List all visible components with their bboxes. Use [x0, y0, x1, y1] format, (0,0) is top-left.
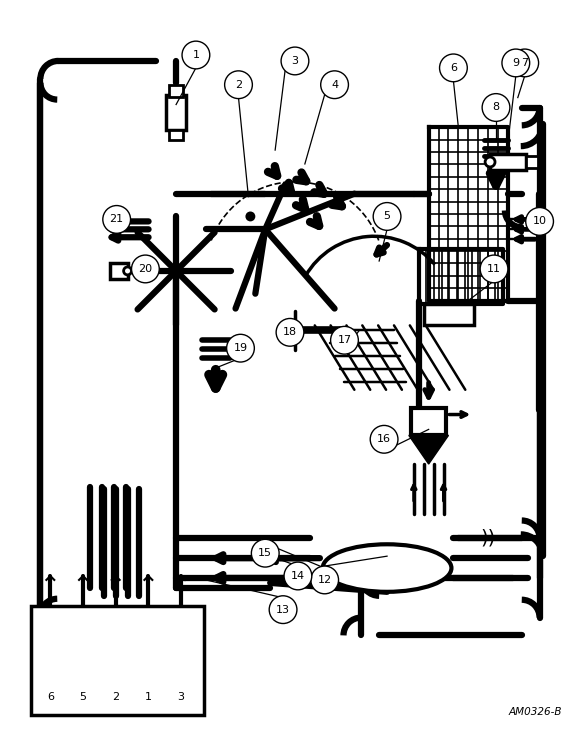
Circle shape [269, 596, 297, 624]
Text: 4: 4 [331, 80, 338, 90]
FancyBboxPatch shape [490, 154, 525, 170]
Text: 6: 6 [450, 63, 457, 73]
Circle shape [440, 54, 467, 82]
Circle shape [370, 425, 398, 453]
Text: 7: 7 [521, 58, 528, 68]
Text: 19: 19 [233, 343, 248, 353]
Text: )): )) [480, 529, 496, 548]
Circle shape [224, 71, 252, 99]
Text: 5: 5 [79, 692, 86, 702]
Text: 11: 11 [487, 264, 501, 274]
Text: 1: 1 [145, 692, 152, 702]
Text: AM0326-B: AM0326-B [509, 706, 563, 717]
Circle shape [311, 566, 339, 594]
Circle shape [251, 539, 279, 567]
Circle shape [321, 71, 349, 99]
FancyBboxPatch shape [31, 605, 204, 714]
Circle shape [132, 255, 160, 283]
FancyBboxPatch shape [169, 130, 183, 141]
Circle shape [525, 208, 553, 235]
FancyBboxPatch shape [424, 304, 474, 326]
Circle shape [103, 206, 130, 234]
Text: 18: 18 [283, 327, 297, 337]
FancyBboxPatch shape [525, 156, 538, 168]
Text: 2: 2 [112, 692, 119, 702]
Text: 5: 5 [383, 212, 390, 222]
Text: 16: 16 [377, 434, 391, 444]
Circle shape [182, 41, 210, 69]
Text: 3: 3 [177, 692, 184, 702]
Circle shape [482, 94, 510, 122]
Polygon shape [409, 436, 448, 464]
FancyBboxPatch shape [110, 263, 128, 279]
Text: 2: 2 [235, 80, 242, 90]
Text: 9: 9 [512, 58, 519, 68]
Text: 20: 20 [139, 264, 153, 274]
Text: 15: 15 [258, 548, 272, 559]
Ellipse shape [322, 545, 451, 591]
Text: 10: 10 [532, 217, 546, 226]
Circle shape [284, 562, 312, 590]
Circle shape [511, 49, 539, 77]
Circle shape [502, 49, 530, 77]
Circle shape [124, 267, 132, 275]
Text: 14: 14 [291, 571, 305, 581]
Circle shape [485, 157, 495, 167]
Circle shape [331, 326, 358, 354]
Text: 21: 21 [110, 214, 124, 225]
Text: 17: 17 [338, 335, 351, 346]
Text: 6: 6 [47, 692, 54, 702]
Circle shape [373, 203, 401, 231]
Circle shape [281, 47, 309, 75]
Circle shape [276, 318, 304, 346]
Text: 1: 1 [193, 50, 200, 60]
Text: 13: 13 [276, 605, 290, 615]
Circle shape [245, 212, 255, 221]
FancyBboxPatch shape [169, 85, 183, 97]
Text: 12: 12 [318, 575, 332, 585]
Circle shape [480, 255, 508, 283]
FancyBboxPatch shape [166, 94, 186, 130]
Text: 3: 3 [292, 56, 299, 66]
FancyBboxPatch shape [411, 408, 447, 436]
Text: 8: 8 [492, 102, 499, 113]
Circle shape [227, 335, 255, 362]
